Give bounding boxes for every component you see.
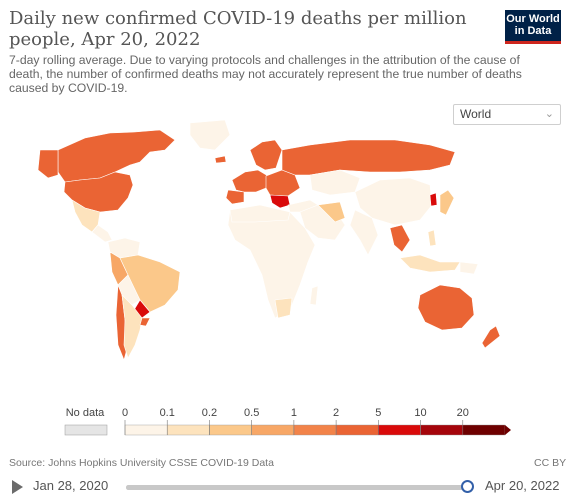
timeline-track-fill <box>126 485 469 490</box>
logo-line-1: Our World <box>506 13 560 25</box>
map-southeast-asia <box>389 224 411 253</box>
map-japan <box>439 189 455 216</box>
legend-tick-label: 20 <box>457 407 469 419</box>
map-central-asia <box>309 169 361 196</box>
legend-tick-label: 10 <box>414 407 426 419</box>
logo-line-2: in Data <box>514 25 552 37</box>
map-southern-africa <box>274 297 293 319</box>
timeline-slider[interactable]: Jan 28, 2020 Apr 20, 2022 <box>0 474 575 500</box>
timeline-handle[interactable] <box>461 480 474 493</box>
chart-title: Daily new confirmed COVID-19 deaths per … <box>9 8 467 50</box>
map-png <box>459 261 479 275</box>
map-western-europe <box>231 169 269 193</box>
legend-tick-label: 0.1 <box>160 407 175 419</box>
license-link[interactable]: CC BY <box>534 457 567 469</box>
map-balkans <box>269 194 291 209</box>
map-india <box>349 209 379 256</box>
map-china <box>354 177 433 226</box>
legend-arrow <box>505 425 511 435</box>
map-iceland <box>214 155 227 164</box>
logo-accent-bar <box>505 41 561 44</box>
legend-swatch <box>167 424 210 436</box>
map-scandinavia <box>249 139 283 171</box>
play-icon[interactable] <box>12 480 23 494</box>
region-select[interactable]: World ⌄ <box>453 104 561 125</box>
timeline-end-label: Apr 20, 2022 <box>485 478 560 493</box>
color-legend: No data 0 0.1 0.2 0.5 1 2 5 10 20 <box>64 407 511 436</box>
map-argentina <box>121 294 143 359</box>
legend-swatch <box>209 424 252 436</box>
legend-tick-label: 5 <box>375 407 381 419</box>
map-north-africa <box>229 204 291 223</box>
legend-swatch <box>293 424 337 436</box>
legend-swatch <box>251 424 295 436</box>
map-korea <box>429 192 438 207</box>
legend-tick-label: 0 <box>122 407 128 419</box>
map-australia <box>417 284 475 331</box>
map-madagascar <box>309 285 319 306</box>
owid-logo[interactable]: Our World in Data <box>505 10 561 44</box>
world-map[interactable] <box>0 118 575 363</box>
timeline-start-label: Jan 28, 2020 <box>33 478 109 493</box>
map-central-america <box>91 224 113 243</box>
map-uruguay <box>139 317 151 327</box>
legend-swatch <box>378 424 421 436</box>
map-new-zealand <box>481 325 501 349</box>
map-iberia <box>225 189 245 205</box>
legend-tick-label: 1 <box>291 407 297 419</box>
legend-swatch <box>335 424 379 436</box>
legend-no-data-swatch <box>64 424 108 436</box>
map-indonesia <box>399 254 461 273</box>
map-iran <box>317 201 346 223</box>
legend-swatch <box>420 424 463 436</box>
legend-tick-label: 2 <box>333 407 339 419</box>
map-philippines <box>427 229 437 247</box>
legend-no-data-label: No data <box>66 407 105 419</box>
legend-tick-label: 0.5 <box>244 407 259 419</box>
chart-subtitle: 7-day rolling average. Due to varying pr… <box>9 53 522 95</box>
legend-swatch <box>462 424 506 436</box>
map-russia <box>281 139 456 176</box>
source-note: Source: Johns Hopkins University CSSE CO… <box>9 457 274 469</box>
map-alaska <box>37 149 59 179</box>
region-select-value: World <box>460 107 492 121</box>
map-greenland <box>189 119 231 151</box>
legend-swatch <box>124 424 168 436</box>
chevron-down-icon: ⌄ <box>544 108 554 120</box>
legend-tick-label: 0.2 <box>202 407 217 419</box>
timeline-track[interactable] <box>126 485 469 490</box>
